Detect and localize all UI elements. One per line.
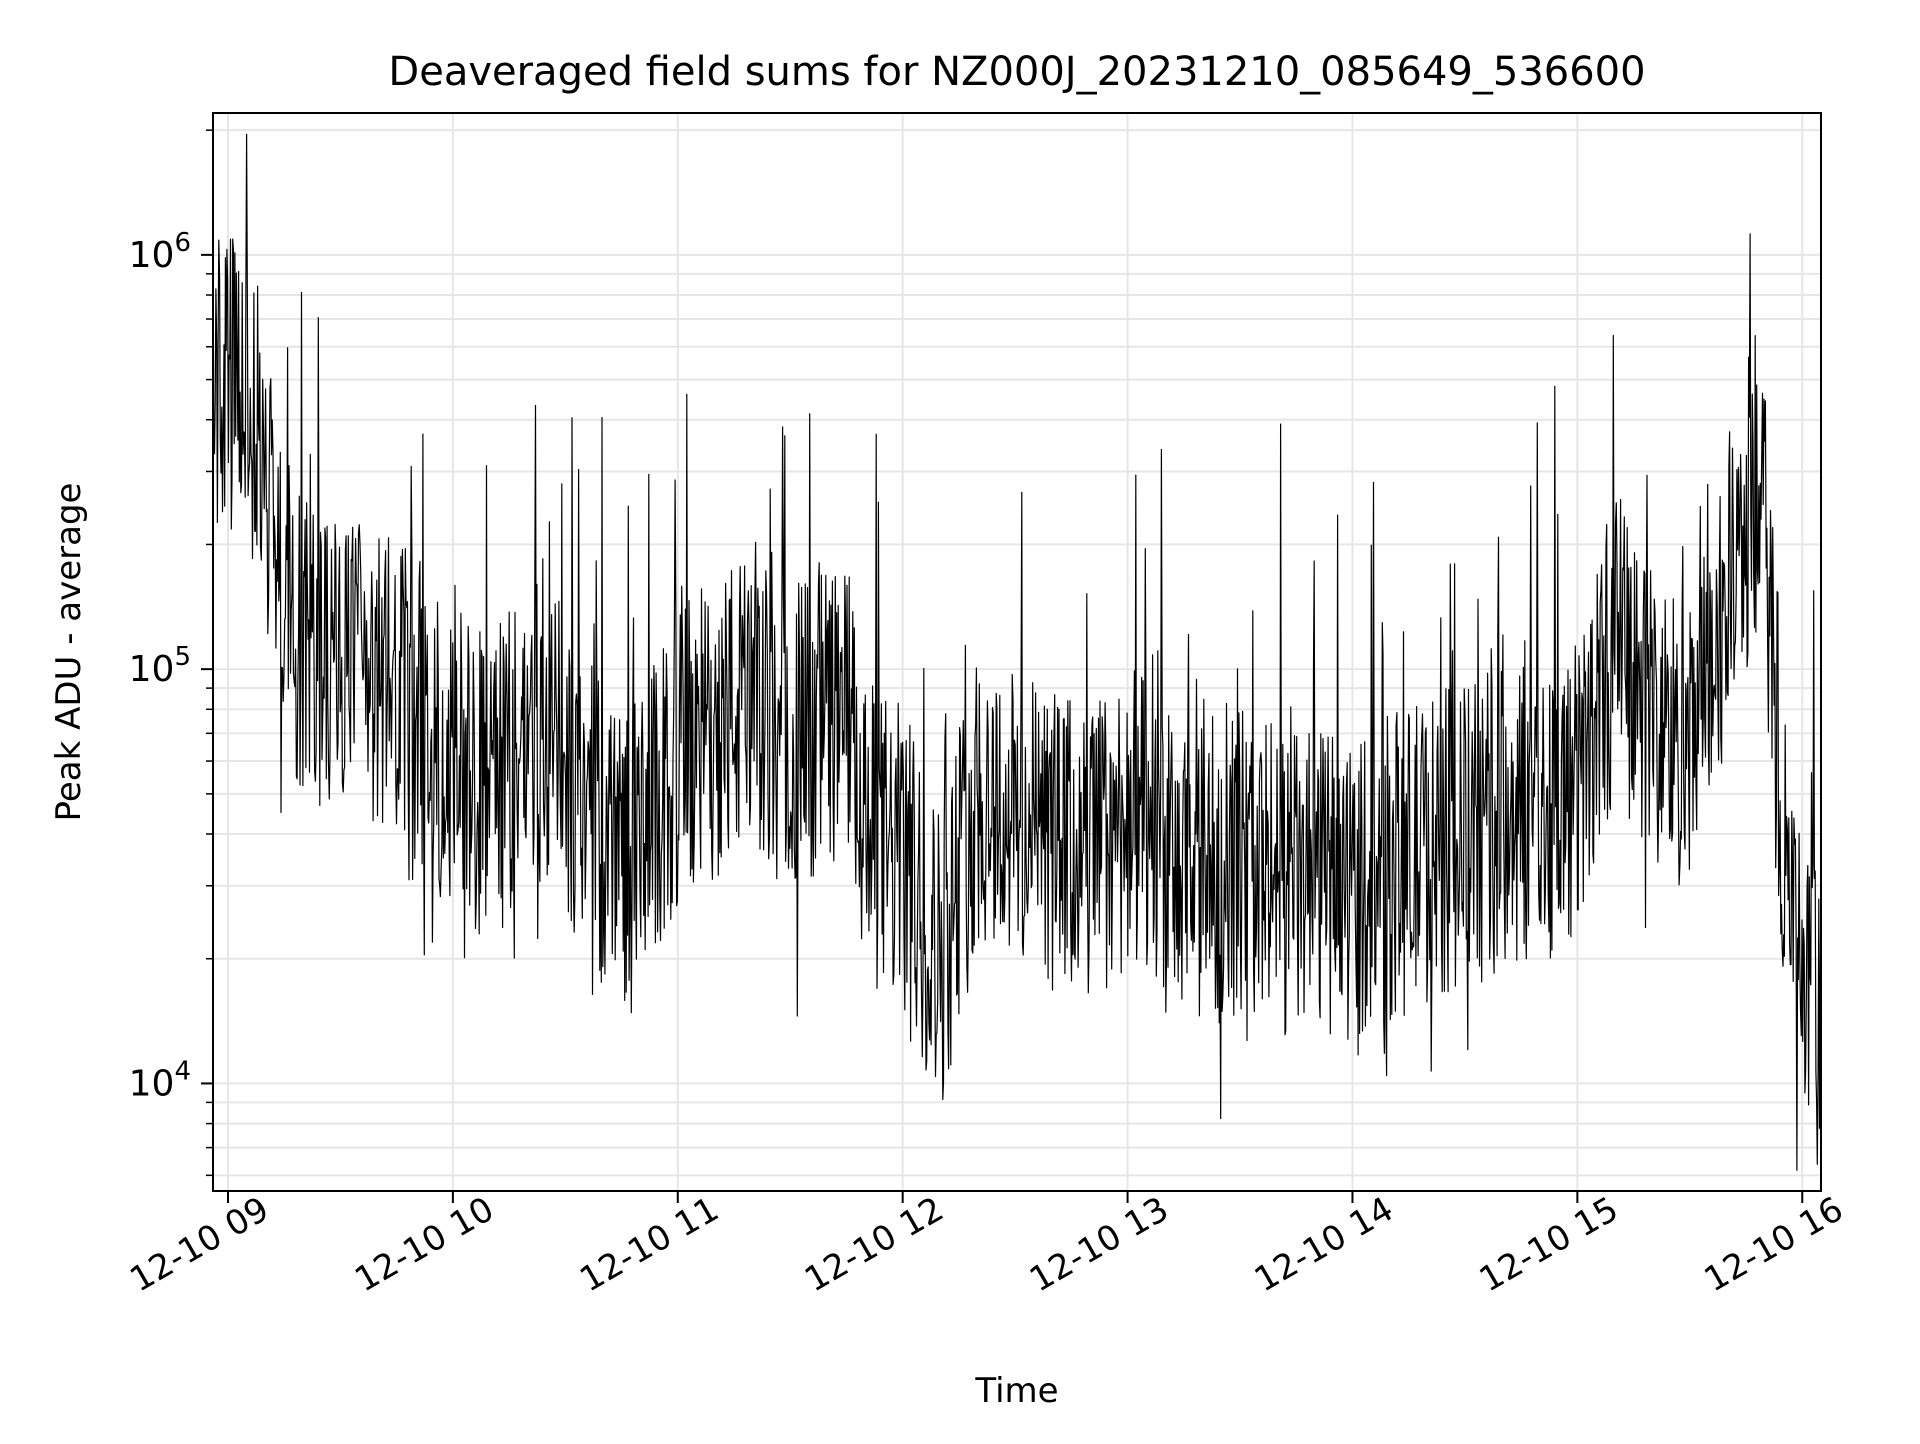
- chart-title: Deaveraged field sums for NZ000J_2023121…: [388, 49, 1645, 95]
- x-axis-label: Time: [974, 1371, 1058, 1411]
- y-axis-label: Peak ADU - average: [49, 483, 89, 822]
- y-tick-label: 105: [129, 642, 191, 690]
- y-tick-label: 106: [129, 228, 191, 276]
- y-tick-label: 104: [129, 1056, 191, 1104]
- series-line: [212, 133, 1822, 1171]
- plot-frame: [212, 112, 1822, 1192]
